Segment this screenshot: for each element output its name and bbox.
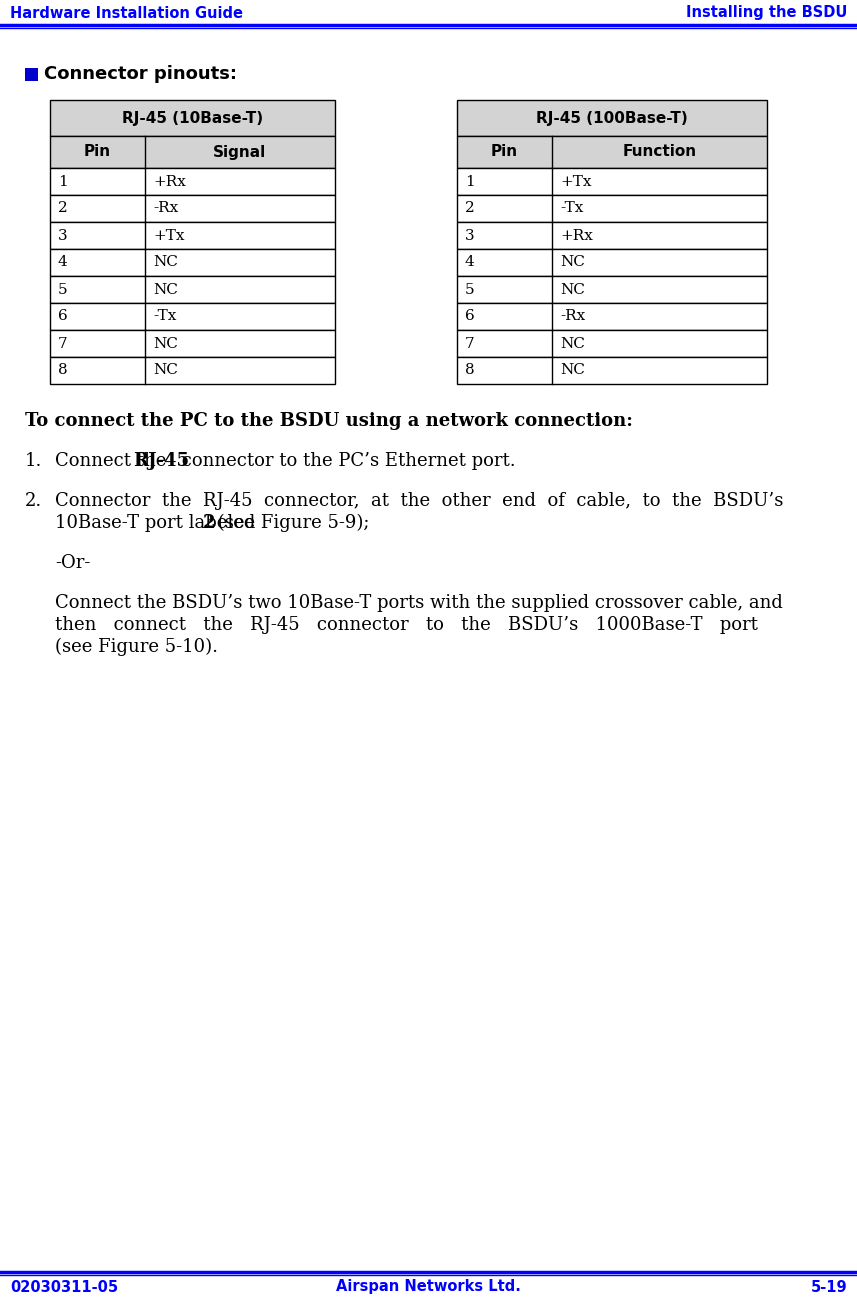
Text: 4: 4 xyxy=(58,256,68,269)
Text: 5-19: 5-19 xyxy=(811,1279,847,1295)
Text: NC: NC xyxy=(560,256,584,269)
Text: 5: 5 xyxy=(58,282,68,296)
Bar xyxy=(457,100,767,136)
Text: Connect the BSDU’s two 10Base-T ports with the supplied crossover cable, and: Connect the BSDU’s two 10Base-T ports wi… xyxy=(55,594,783,612)
Text: NC: NC xyxy=(153,364,178,377)
Text: connector to the PC’s Ethernet port.: connector to the PC’s Ethernet port. xyxy=(176,452,516,471)
Bar xyxy=(457,195,767,222)
Text: (see Figure 5-10).: (see Figure 5-10). xyxy=(55,638,218,656)
Text: -Tx: -Tx xyxy=(153,309,177,324)
Bar xyxy=(50,100,335,136)
Bar xyxy=(50,136,335,168)
Bar xyxy=(50,330,335,358)
Text: NC: NC xyxy=(560,364,584,377)
Text: then   connect   the   RJ-45   connector   to   the   BSDU’s   1000Base-T   port: then connect the RJ-45 connector to the … xyxy=(55,616,758,634)
Bar xyxy=(457,330,767,358)
Text: NC: NC xyxy=(153,256,178,269)
Text: 1: 1 xyxy=(58,174,68,188)
Text: RJ-45: RJ-45 xyxy=(133,452,189,471)
Text: Connect the: Connect the xyxy=(55,452,172,471)
Text: NC: NC xyxy=(153,282,178,296)
Text: +Rx: +Rx xyxy=(153,174,186,188)
Bar xyxy=(25,68,38,81)
Text: 2: 2 xyxy=(203,514,215,532)
Text: 6: 6 xyxy=(465,309,475,324)
Bar xyxy=(457,136,767,168)
Text: Pin: Pin xyxy=(491,144,518,160)
Text: Installing the BSDU: Installing the BSDU xyxy=(686,5,847,21)
Text: 5: 5 xyxy=(465,282,475,296)
Text: 1.: 1. xyxy=(25,452,42,471)
Text: NC: NC xyxy=(560,282,584,296)
Text: (see Figure 5-9);: (see Figure 5-9); xyxy=(212,514,369,532)
Text: +Tx: +Tx xyxy=(153,229,184,243)
Text: 4: 4 xyxy=(465,256,475,269)
Text: -Tx: -Tx xyxy=(560,202,584,216)
Text: -Or-: -Or- xyxy=(55,554,90,572)
Bar xyxy=(457,168,767,195)
Bar xyxy=(50,222,335,250)
Bar xyxy=(457,303,767,330)
Text: 02030311-05: 02030311-05 xyxy=(10,1279,118,1295)
Bar xyxy=(50,250,335,276)
Text: NC: NC xyxy=(560,337,584,351)
Text: 8: 8 xyxy=(465,364,475,377)
Text: Function: Function xyxy=(622,144,697,160)
Text: 2: 2 xyxy=(58,202,68,216)
Text: Airspan Networks Ltd.: Airspan Networks Ltd. xyxy=(336,1279,520,1295)
Text: 1: 1 xyxy=(465,174,475,188)
Text: 7: 7 xyxy=(465,337,475,351)
Bar xyxy=(457,222,767,250)
Bar xyxy=(50,168,335,195)
Text: Signal: Signal xyxy=(213,144,267,160)
Bar xyxy=(457,276,767,303)
Text: Hardware Installation Guide: Hardware Installation Guide xyxy=(10,5,243,21)
Text: 2: 2 xyxy=(465,202,475,216)
Bar xyxy=(50,195,335,222)
Bar xyxy=(50,276,335,303)
Text: +Tx: +Tx xyxy=(560,174,591,188)
Bar xyxy=(50,358,335,384)
Text: To connect the PC to the BSDU using a network connection:: To connect the PC to the BSDU using a ne… xyxy=(25,412,632,430)
Text: -Rx: -Rx xyxy=(153,202,178,216)
Text: Connector pinouts:: Connector pinouts: xyxy=(44,65,237,83)
Text: 7: 7 xyxy=(58,337,68,351)
Text: 6: 6 xyxy=(58,309,68,324)
Bar xyxy=(457,250,767,276)
Text: 8: 8 xyxy=(58,364,68,377)
Text: RJ-45 (10Base-T): RJ-45 (10Base-T) xyxy=(122,111,263,126)
Text: Pin: Pin xyxy=(84,144,111,160)
Bar xyxy=(50,303,335,330)
Text: -Rx: -Rx xyxy=(560,309,585,324)
Text: NC: NC xyxy=(153,337,178,351)
Text: RJ-45 (100Base-T): RJ-45 (100Base-T) xyxy=(536,111,688,126)
Bar xyxy=(457,358,767,384)
Text: 3: 3 xyxy=(465,229,475,243)
Text: Connector  the  RJ-45  connector,  at  the  other  end  of  cable,  to  the  BSD: Connector the RJ-45 connector, at the ot… xyxy=(55,491,783,510)
Text: 3: 3 xyxy=(58,229,68,243)
Text: +Rx: +Rx xyxy=(560,229,593,243)
Text: 10Base-T port labeled: 10Base-T port labeled xyxy=(55,514,261,532)
Text: 2.: 2. xyxy=(25,491,42,510)
